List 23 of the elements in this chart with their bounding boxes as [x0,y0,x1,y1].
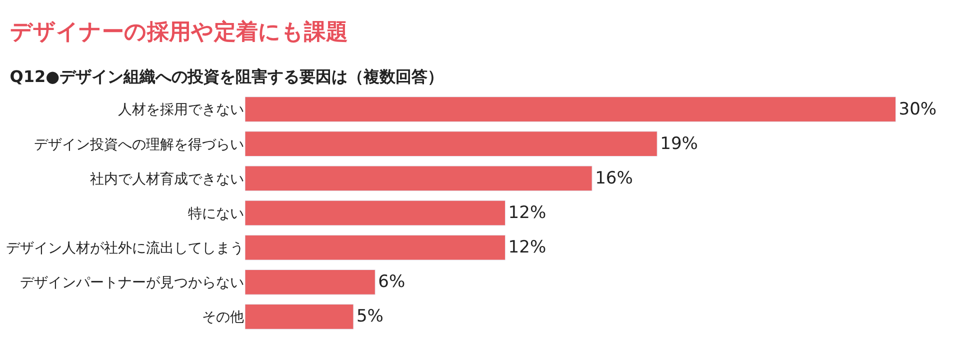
data-label: 12% [508,238,546,258]
data-label: 19% [660,134,698,154]
data-label: 6% [378,272,406,292]
y-tick-label: デザイン投資への理解を得づらい [34,136,244,153]
data-label: 16% [595,168,633,188]
data-label: 12% [508,203,546,223]
data-label: 30% [898,99,937,120]
data-label: 5% [356,306,384,327]
bar [245,234,506,260]
bar [245,166,592,192]
bar [245,200,506,226]
chart-subtitle: Q12●デザイン組織への投資を阻害する要因は（複数回答） [10,67,444,86]
bar [245,269,376,295]
y-tick-label: その他 [202,310,244,326]
bar [245,304,354,330]
bar [245,131,658,157]
y-tick-label: デザイン人材が社外に流出してしまう [6,240,244,256]
chart-title: デザイナーの採用や定着にも課題 [10,19,348,46]
y-tick-label: デザインパートナーが見つからない [20,275,244,292]
bar [245,96,896,122]
y-tick-label: 社内で人材育成できない [90,170,244,188]
y-tick-label: 特にない [188,206,244,222]
y-tick-label: 人材を採用できない [118,102,244,118]
